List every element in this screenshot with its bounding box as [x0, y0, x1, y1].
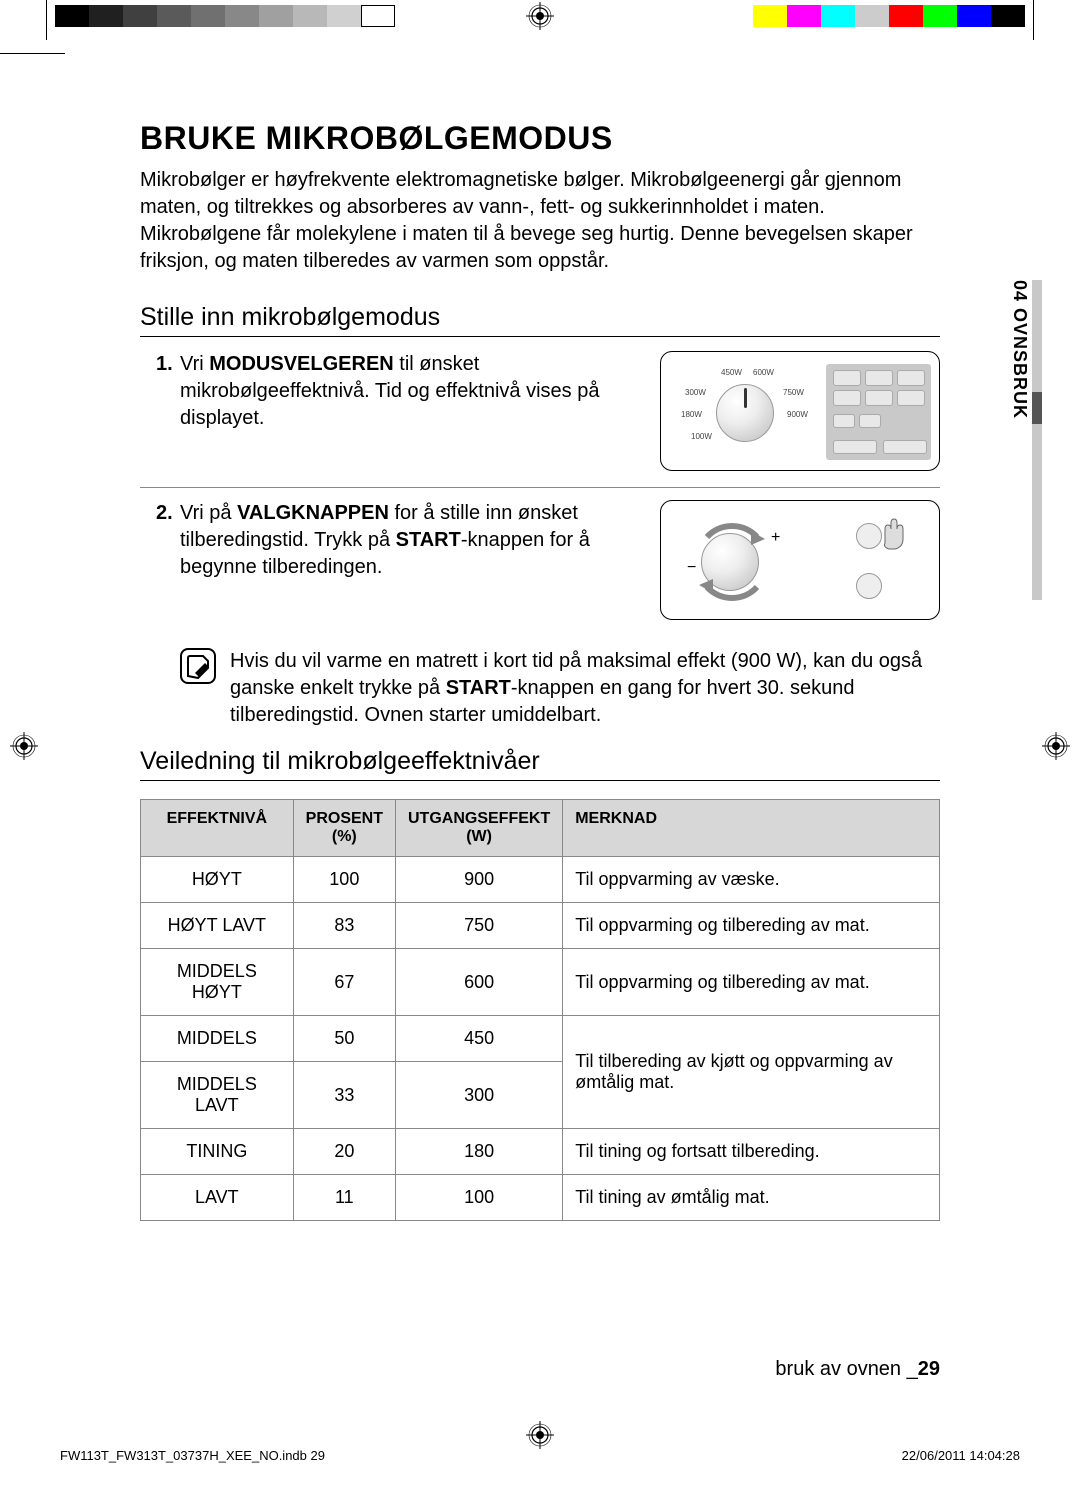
cell-note: Til tining og fortsatt tilbereding.	[563, 1129, 940, 1175]
selection-knob-illustration: − +	[660, 500, 940, 620]
power-levels-table: EFFEKTNIVÅ PROSENT(%) UTGANGSEFFEKT(W) M…	[140, 799, 940, 1221]
step-number: 2.	[156, 500, 180, 527]
registration-mark-icon	[10, 732, 38, 760]
note-icon	[180, 648, 216, 684]
table-row: TINING20180Til tining og fortsatt tilber…	[141, 1129, 940, 1175]
cell-percent: 83	[293, 903, 395, 949]
wattage-label: 750W	[783, 388, 804, 397]
cell-percent: 50	[293, 1016, 395, 1062]
registration-mark-icon	[526, 1421, 554, 1449]
cell-level: MIDDELS HØYT	[141, 949, 294, 1016]
table-row: MIDDELS50450Til tilbereding av kjøtt og …	[141, 1016, 940, 1062]
cell-level: HØYT	[141, 857, 294, 903]
crop-mark	[1033, 0, 1034, 40]
registration-mark-icon	[1042, 732, 1070, 760]
cell-watt: 180	[396, 1129, 563, 1175]
cell-note: Til oppvarming av væske.	[563, 857, 940, 903]
wattage-label: 600W	[753, 368, 774, 377]
cell-note: Til tilbereding av kjøtt og oppvarming a…	[563, 1016, 940, 1129]
cell-note: Til tining av ømtålig mat.	[563, 1175, 940, 1221]
step-1: 1.Vri MODUSVELGEREN til ønsket mikrobølg…	[140, 347, 940, 488]
registration-mark-icon	[526, 2, 554, 30]
page-title: BRUKE MIKROBØLGEMODUS	[140, 120, 940, 157]
wattage-label: 450W	[721, 368, 742, 377]
hand-pointer-icon	[873, 513, 913, 553]
cell-watt: 100	[396, 1175, 563, 1221]
crop-mark	[46, 0, 47, 40]
cell-level: HØYT LAVT	[141, 903, 294, 949]
print-footer: FW113T_FW313T_03737H_XEE_NO.indb 29 22/0…	[60, 1448, 1020, 1463]
table-row: HØYT100900Til oppvarming av væske.	[141, 857, 940, 903]
cell-level: TINING	[141, 1129, 294, 1175]
table-header: EFFEKTNIVÅ	[141, 800, 294, 857]
cell-percent: 100	[293, 857, 395, 903]
page-footer: bruk av ovnen _29	[775, 1358, 940, 1381]
intro-paragraph: Mikrobølger er høyfrekvente elektromagne…	[140, 167, 940, 275]
cell-level: LAVT	[141, 1175, 294, 1221]
wattage-label: 180W	[681, 410, 702, 419]
crop-mark	[0, 53, 65, 54]
cell-percent: 33	[293, 1062, 395, 1129]
print-timestamp: 22/06/2011 14:04:28	[902, 1448, 1020, 1463]
cell-watt: 300	[396, 1062, 563, 1129]
note-block: Hvis du vil varme en matrett i kort tid …	[140, 636, 940, 733]
step-2-text: 2.Vri på VALGKNAPPEN for å stille inn øn…	[140, 500, 642, 620]
table-header: MERKNAD	[563, 800, 940, 857]
section-tab-label: 04 OVNSBRUK	[1009, 280, 1030, 419]
cell-note: Til oppvarming og tilbereding av mat.	[563, 903, 940, 949]
section-index-bar	[1032, 280, 1042, 600]
mode-selector-illustration: 450W 600W 300W 750W 180W 900W 100W	[660, 351, 940, 471]
step-2: 2.Vri på VALGKNAPPEN for å stille inn øn…	[140, 488, 940, 636]
table-row: MIDDELS HØYT67600Til oppvarming og tilbe…	[141, 949, 940, 1016]
table-header: PROSENT(%)	[293, 800, 395, 857]
table-row: LAVT11100Til tining av ømtålig mat.	[141, 1175, 940, 1221]
step-1-text: 1.Vri MODUSVELGEREN til ønsket mikrobølg…	[140, 351, 642, 471]
cell-percent: 20	[293, 1129, 395, 1175]
wattage-label: 100W	[691, 432, 712, 441]
cell-watt: 750	[396, 903, 563, 949]
cell-level: MIDDELS	[141, 1016, 294, 1062]
page-content: BRUKE MIKROBØLGEMODUS Mikrobølger er høy…	[140, 120, 940, 1221]
wattage-label: 300W	[685, 388, 706, 397]
print-file-name: FW113T_FW313T_03737H_XEE_NO.indb 29	[60, 1448, 325, 1463]
section-heading: Veiledning til mikrobølgeeffektnivåer	[140, 747, 940, 781]
cell-watt: 450	[396, 1016, 563, 1062]
note-text: Hvis du vil varme en matrett i kort tid …	[230, 648, 940, 729]
table-header: UTGANGSEFFEKT(W)	[396, 800, 563, 857]
cell-watt: 900	[396, 857, 563, 903]
step-number: 1.	[156, 351, 180, 378]
cell-watt: 600	[396, 949, 563, 1016]
table-row: HØYT LAVT83750Til oppvarming og tilbered…	[141, 903, 940, 949]
cell-level: MIDDELS LAVT	[141, 1062, 294, 1129]
cell-percent: 11	[293, 1175, 395, 1221]
cell-percent: 67	[293, 949, 395, 1016]
cell-note: Til oppvarming og tilbereding av mat.	[563, 949, 940, 1016]
section-heading: Stille inn mikrobølgemodus	[140, 303, 940, 337]
wattage-label: 900W	[787, 410, 808, 419]
